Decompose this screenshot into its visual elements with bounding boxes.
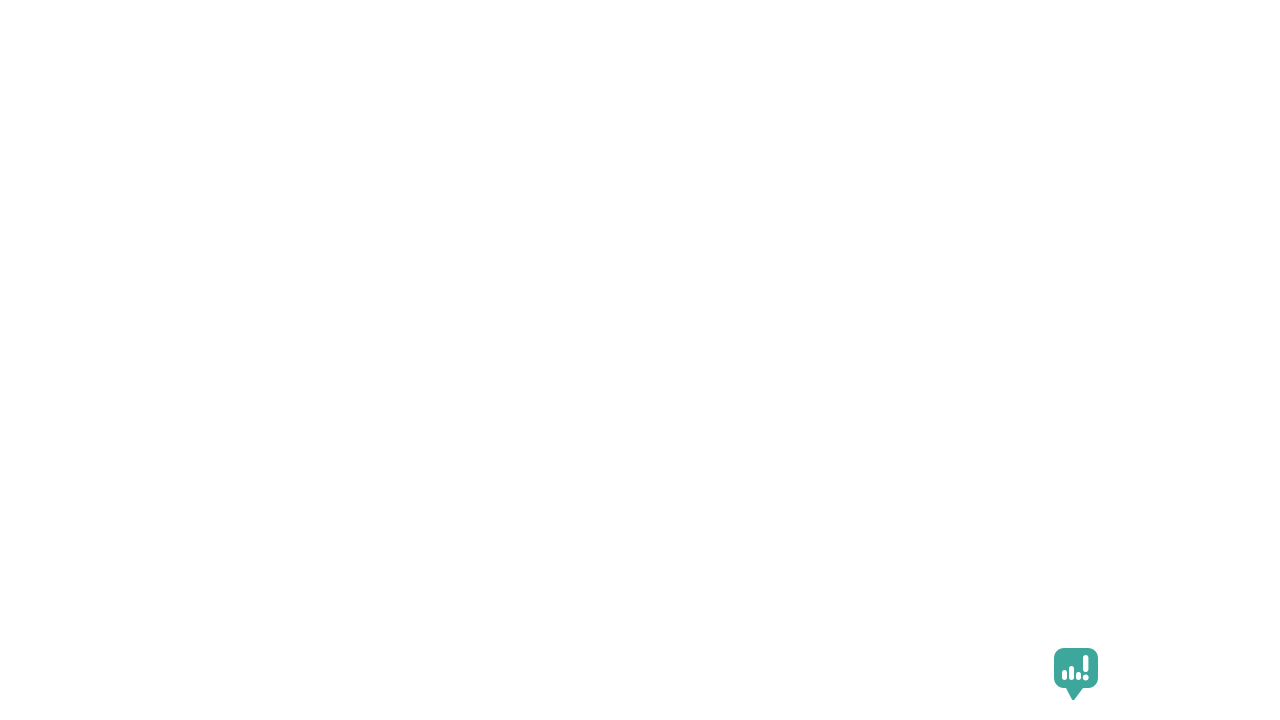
newsworthy-logo	[1054, 648, 1107, 700]
bar-chart-speech-bubble-icon	[1054, 648, 1098, 700]
